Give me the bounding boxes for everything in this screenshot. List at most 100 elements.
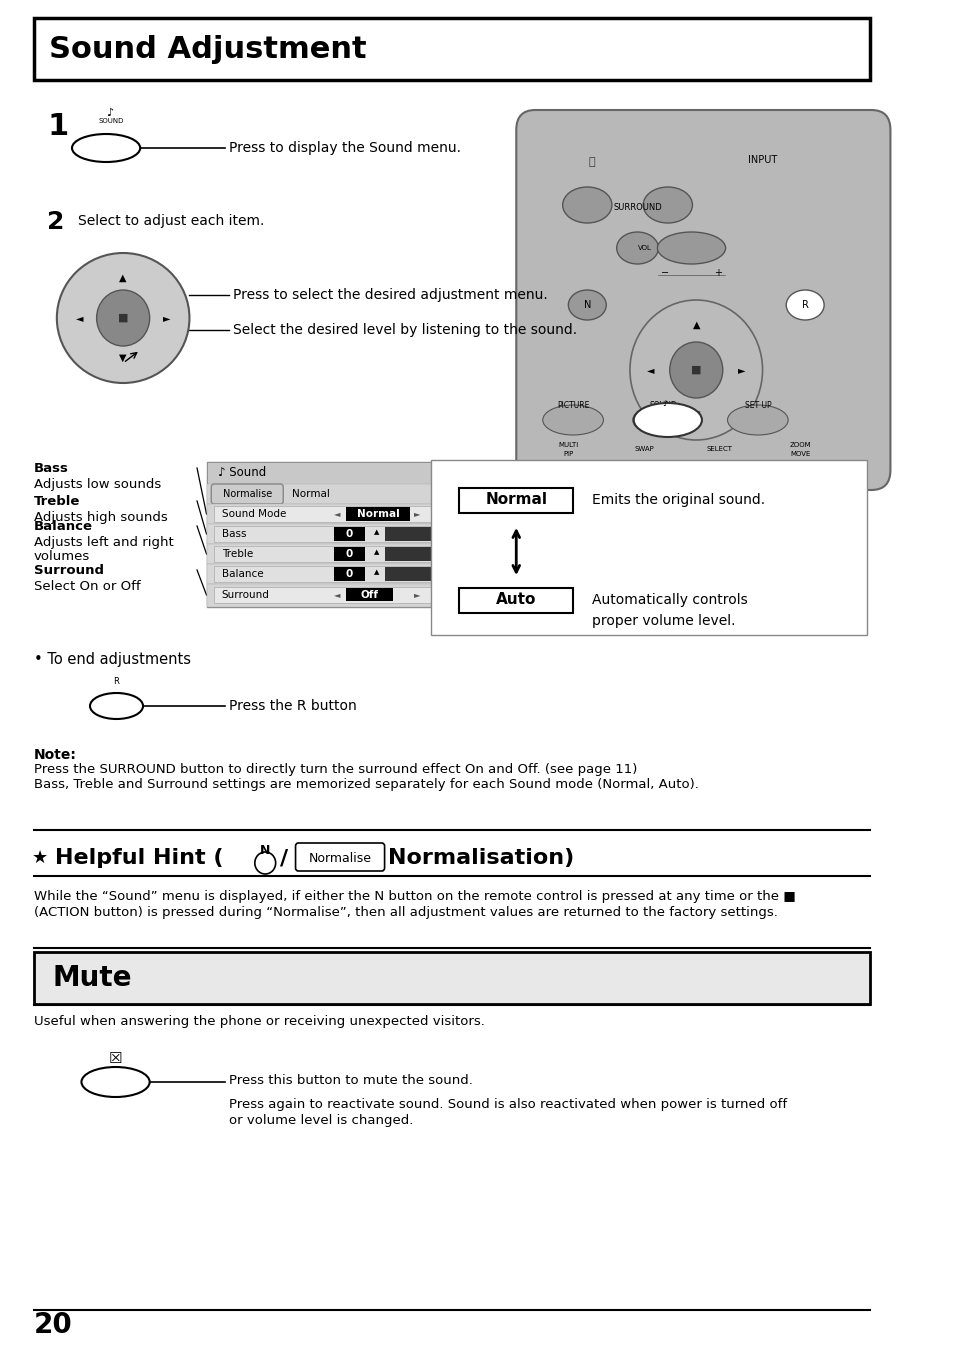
- Text: SET UP: SET UP: [743, 400, 770, 409]
- Bar: [459, 488, 573, 513]
- Ellipse shape: [96, 290, 150, 346]
- Text: Balance: Balance: [221, 569, 263, 580]
- Ellipse shape: [669, 342, 722, 399]
- Text: SWAP: SWAP: [634, 446, 654, 453]
- Text: While the “Sound” menu is displayed, if either the N button on the remote contro: While the “Sound” menu is displayed, if …: [34, 890, 795, 902]
- Text: ☒: ☒: [109, 1051, 122, 1066]
- Text: R: R: [801, 300, 808, 309]
- Text: 0: 0: [346, 530, 353, 539]
- Text: MOVE: MOVE: [789, 451, 810, 457]
- Text: ⏻: ⏻: [588, 157, 595, 168]
- Text: Press the SURROUND button to directly turn the surround effect On and Off. (see : Press the SURROUND button to directly tu…: [34, 763, 637, 775]
- Circle shape: [254, 852, 275, 874]
- Ellipse shape: [616, 232, 658, 263]
- Text: MULTI: MULTI: [558, 442, 578, 449]
- Ellipse shape: [633, 403, 701, 436]
- FancyBboxPatch shape: [516, 109, 889, 490]
- Text: ▼: ▼: [692, 409, 700, 420]
- Ellipse shape: [642, 186, 692, 223]
- Text: VOL: VOL: [638, 245, 651, 251]
- Text: Normal: Normal: [356, 509, 399, 519]
- Ellipse shape: [629, 300, 761, 440]
- Text: 1: 1: [48, 112, 69, 141]
- Bar: [213, 546, 453, 562]
- Text: Auto: Auto: [496, 593, 536, 608]
- Ellipse shape: [632, 405, 693, 435]
- Text: Press the R button: Press the R button: [229, 698, 356, 713]
- Ellipse shape: [657, 232, 725, 263]
- Text: Normal: Normal: [485, 493, 547, 508]
- Text: Press this button to mute the sound.: Press this button to mute the sound.: [229, 1074, 473, 1086]
- Bar: [206, 544, 460, 563]
- Text: Adjusts high sounds: Adjusts high sounds: [34, 511, 168, 524]
- Text: ZOOM: ZOOM: [789, 442, 810, 449]
- Ellipse shape: [71, 134, 140, 162]
- Bar: [206, 524, 460, 544]
- Text: ◄: ◄: [646, 365, 654, 376]
- Text: 20: 20: [34, 1310, 72, 1339]
- Bar: [206, 504, 460, 524]
- Text: Bass: Bass: [34, 462, 69, 476]
- Ellipse shape: [727, 405, 787, 435]
- Text: ◄: ◄: [334, 590, 340, 600]
- Text: PIP: PIP: [562, 451, 573, 457]
- Ellipse shape: [542, 405, 603, 435]
- Bar: [213, 526, 453, 542]
- Text: Adjusts low sounds: Adjusts low sounds: [34, 478, 161, 490]
- Text: (ACTION button) is pressed during “Normalise”, then all adjustment values are re: (ACTION button) is pressed during “Norma…: [34, 907, 777, 919]
- Text: Select the desired level by listening to the sound.: Select the desired level by listening to…: [233, 323, 577, 336]
- Bar: [459, 588, 573, 613]
- Text: Normalise: Normalise: [222, 489, 272, 499]
- Text: +: +: [713, 267, 721, 278]
- Text: 2: 2: [48, 209, 65, 234]
- Bar: [384, 527, 453, 540]
- Text: Automatically controls: Automatically controls: [592, 593, 747, 607]
- Bar: [335, 567, 364, 581]
- Bar: [345, 588, 393, 601]
- Text: volumes: volumes: [34, 550, 91, 563]
- Ellipse shape: [562, 186, 611, 223]
- Text: PICTURE: PICTURE: [557, 400, 589, 409]
- Bar: [206, 462, 460, 484]
- Bar: [384, 567, 453, 581]
- Text: ▲: ▲: [692, 320, 700, 330]
- Text: ▼: ▼: [119, 353, 127, 363]
- Text: Press again to reactivate sound. Sound is also reactivated when power is turned : Press again to reactivate sound. Sound i…: [229, 1098, 786, 1111]
- Text: ▲: ▲: [374, 569, 379, 576]
- Text: or volume level is changed.: or volume level is changed.: [229, 1115, 414, 1127]
- Text: ▲: ▲: [119, 273, 127, 282]
- Text: R: R: [113, 677, 119, 686]
- Text: Select On or Off: Select On or Off: [34, 580, 141, 593]
- Text: Normal: Normal: [292, 489, 330, 499]
- FancyBboxPatch shape: [211, 484, 283, 504]
- Text: Treble: Treble: [34, 494, 80, 508]
- Text: ◄: ◄: [334, 509, 340, 519]
- Text: ◄: ◄: [75, 313, 83, 323]
- Text: ■: ■: [690, 365, 700, 376]
- Text: N: N: [260, 843, 270, 857]
- Ellipse shape: [90, 693, 143, 719]
- Text: • To end adjustments: • To end adjustments: [34, 653, 191, 667]
- Text: ►: ►: [738, 365, 744, 376]
- Bar: [213, 566, 453, 582]
- Text: SELECT: SELECT: [706, 446, 732, 453]
- Bar: [335, 527, 364, 540]
- Bar: [384, 547, 453, 561]
- Text: Select to adjust each item.: Select to adjust each item.: [77, 213, 264, 228]
- Text: ►: ►: [163, 313, 171, 323]
- Text: N: N: [583, 300, 590, 309]
- Text: ★: ★: [31, 848, 48, 867]
- Bar: [34, 952, 869, 1004]
- Text: INPUT: INPUT: [747, 155, 777, 165]
- Bar: [206, 563, 460, 584]
- Text: ►: ►: [413, 509, 419, 519]
- Text: Sound Adjustment: Sound Adjustment: [50, 35, 367, 63]
- Text: −: −: [660, 267, 668, 278]
- Bar: [206, 484, 460, 504]
- Text: ♪: ♪: [106, 108, 113, 118]
- Bar: [213, 586, 453, 603]
- Text: 0: 0: [346, 569, 353, 580]
- Text: Normalise: Normalise: [308, 851, 371, 865]
- Text: ▲: ▲: [374, 530, 379, 535]
- Ellipse shape: [81, 1067, 150, 1097]
